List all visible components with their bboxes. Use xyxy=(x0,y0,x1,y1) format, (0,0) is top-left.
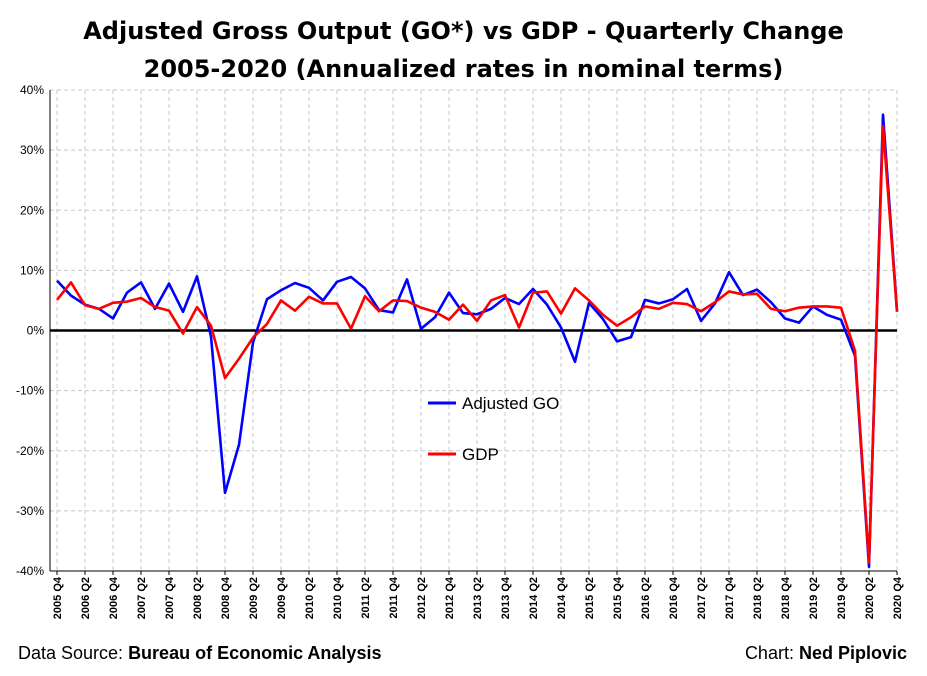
x-tick-label: 2014 Q4 xyxy=(556,576,568,619)
data-source-note: Data Source: Bureau of Economic Analysis xyxy=(18,643,381,664)
x-tick-label: 2018 Q2 xyxy=(752,577,764,619)
y-tick-label: 20% xyxy=(20,203,44,217)
y-tick-label: 0% xyxy=(27,324,45,338)
axis-layer: -40% -30% -20% -10% 0% 10% 20% 30% 40% 2005 Q4 200… xyxy=(16,83,904,619)
x-tick-label: 2019 Q4 xyxy=(836,576,848,619)
x-tick-label: 2010 Q4 xyxy=(332,576,344,619)
x-tick-label: 2013 Q4 xyxy=(500,576,512,619)
legend-label: GDP xyxy=(462,445,499,464)
y-tick-label: 10% xyxy=(20,263,44,277)
x-tick-label: 2014 Q2 xyxy=(528,577,540,619)
chart-title-line-1: Adjusted Gross Output (GO*) vs GDP - Qua… xyxy=(83,17,844,45)
y-tick-label: 40% xyxy=(20,83,44,97)
chart-credit: Chart: Ned Piplovic xyxy=(745,643,907,664)
line-chart: -40% -30% -20% -10% 0% 10% 20% 30% 40% 2005 Q4 200… xyxy=(16,83,904,619)
y-tick-label: 30% xyxy=(20,143,44,157)
x-tick-label: 2017 Q2 xyxy=(696,577,708,619)
chart-credit-label: Chart: xyxy=(744,643,799,663)
y-tick-label: -20% xyxy=(16,444,44,458)
legend-item: Adjusted GO xyxy=(428,394,559,413)
legend-label: Adjusted GO xyxy=(462,394,559,413)
x-tick-label: 2017 Q4 xyxy=(724,576,736,619)
x-tick-label: 2020 Q4 xyxy=(892,576,904,619)
x-tick-label: 2018 Q4 xyxy=(780,576,792,619)
x-tick-label: 2019 Q2 xyxy=(808,577,820,619)
x-tick-label: 2020 Q2 xyxy=(864,577,876,619)
x-tick-label: 2007 Q4 xyxy=(164,576,176,619)
chart-credit-value: Ned Piplovic xyxy=(798,643,907,663)
chart-legend: Adjusted GO GDP xyxy=(428,394,559,464)
series-layer xyxy=(55,113,899,569)
x-tick-label: 2015 Q2 xyxy=(584,577,596,619)
x-tick-label: 2016 Q2 xyxy=(640,577,652,619)
x-tick-label: 2016 Q4 xyxy=(668,576,680,619)
x-tick-label: 2012 Q2 xyxy=(416,577,428,619)
x-tick-label: 2012 Q4 xyxy=(444,576,456,619)
data-source-value: Bureau of Economic Analysis xyxy=(128,643,382,663)
x-tick-label: 2010 Q2 xyxy=(304,577,316,619)
x-tick-label: 2007 Q2 xyxy=(136,577,148,619)
x-tick-label: 2011 Q2 xyxy=(360,577,372,619)
y-tick-label: -30% xyxy=(16,504,44,518)
legend-item: GDP xyxy=(428,445,499,464)
y-tick-label: -10% xyxy=(16,384,44,398)
x-tick-label: 2006 Q4 xyxy=(108,576,120,619)
x-tick-label: 2006 Q2 xyxy=(80,577,92,619)
x-tick-label: 2011 Q4 xyxy=(388,576,400,618)
y-tick-label: -40% xyxy=(16,564,44,578)
x-tick-label: 2008 Q4 xyxy=(220,576,232,619)
x-tick-label: 2009 Q2 xyxy=(248,577,260,619)
chart-title-line-2: 2005-2020 (Annualized rates in nominal t… xyxy=(143,55,784,83)
x-tick-label: 2009 Q4 xyxy=(276,576,288,619)
x-tick-label: 2013 Q2 xyxy=(472,577,484,619)
x-tick-label: 2005 Q4 xyxy=(52,576,64,619)
data-source-label: Data Source: xyxy=(18,643,129,663)
x-tick-label: 2015 Q4 xyxy=(612,576,624,619)
x-tick-label: 2008 Q2 xyxy=(192,577,204,619)
